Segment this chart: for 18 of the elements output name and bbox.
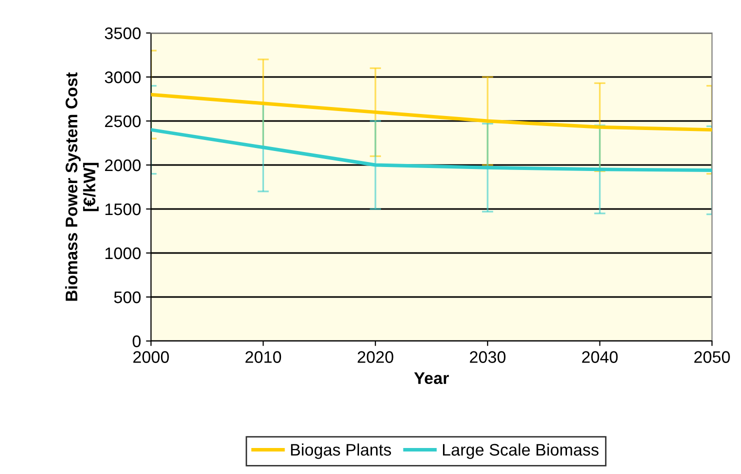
y-tick-label: 500 [114,291,141,304]
x-tick-label: 2050 [694,351,730,363]
legend-label: Large Scale Biomass [442,443,599,459]
y-tick-label: 3000 [104,71,141,84]
x-axis-title: Year [414,372,449,384]
x-tick-label: 2010 [246,351,282,363]
y-tick-label: 2500 [105,115,141,128]
y-tick-label: 1000 [105,247,141,260]
y-tick-label: 2000 [105,159,141,172]
x-tick-label: 2040 [582,351,618,363]
y-axis-title: Biomass Power System Cost [€/kW] [65,72,99,301]
x-tick-label: 2020 [358,351,394,363]
x-tick-label: 2030 [470,351,506,363]
legend-label: Biogas Plants [291,443,392,459]
x-tick-label: 2000 [133,351,169,363]
y-tick-label: 3500 [104,27,141,40]
y-tick-label: 0 [132,335,141,348]
y-tick-label: 1500 [105,203,141,216]
